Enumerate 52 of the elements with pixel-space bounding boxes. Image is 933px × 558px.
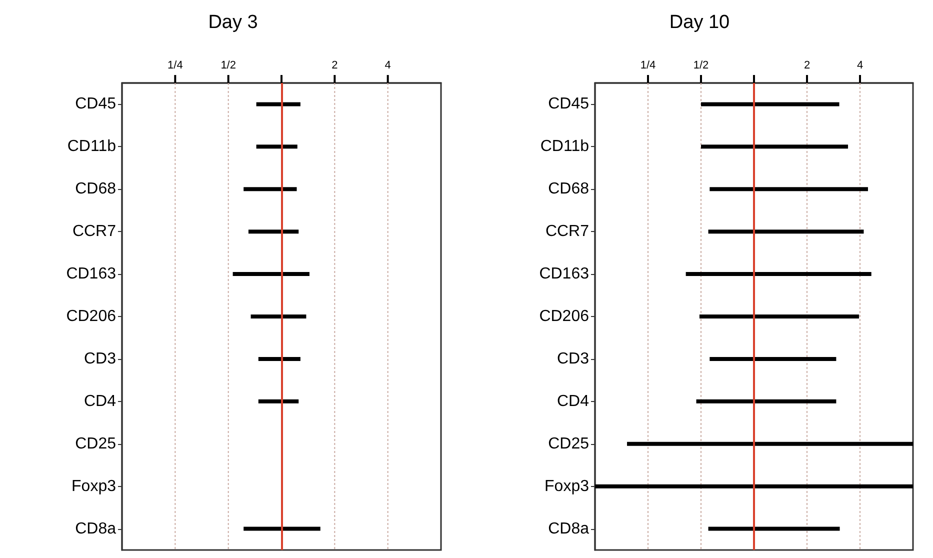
x-tick-label: 2 xyxy=(332,60,338,72)
y-tick-label: CD3 xyxy=(556,350,590,368)
bar xyxy=(708,526,840,531)
bar xyxy=(710,187,868,192)
x-tick-label: 2 xyxy=(804,60,810,72)
y-tick-label: CCR7 xyxy=(545,223,590,240)
y-tick-label: CD3 xyxy=(84,350,116,368)
y-tick-label: CCR7 xyxy=(72,223,116,240)
bar xyxy=(701,144,848,149)
y-tick-label: CD25 xyxy=(548,435,590,452)
y-tick-label: Foxp3 xyxy=(72,478,116,495)
x-tick-label: 4 xyxy=(856,60,864,72)
y-tick-label: CD4 xyxy=(556,392,590,410)
x-tick-label: 1/4 xyxy=(168,60,183,72)
x-tick-label: 1/2 xyxy=(693,60,709,72)
bar xyxy=(699,314,860,318)
bar xyxy=(250,314,306,318)
y-tick-label: CD45 xyxy=(548,96,590,113)
y-tick-label: CD206 xyxy=(66,308,116,325)
x-tick-label: 4 xyxy=(384,60,391,72)
y-tick-label: CD45 xyxy=(75,96,116,113)
bar xyxy=(708,230,864,234)
y-tick-label: CD163 xyxy=(539,266,590,283)
x-tick-label: 1/2 xyxy=(220,60,236,72)
bar xyxy=(696,399,836,404)
y-tick-label: CD68 xyxy=(75,180,116,198)
bar xyxy=(686,272,872,276)
y-tick-label: CD11b xyxy=(67,138,116,156)
bar xyxy=(258,399,299,404)
x-tick-label: 1/4 xyxy=(640,60,656,72)
bar xyxy=(244,526,320,531)
y-tick-label: Foxp3 xyxy=(544,478,590,495)
bar xyxy=(595,484,913,488)
bar xyxy=(256,144,298,149)
y-tick-label: CD8a xyxy=(75,520,116,538)
y-tick-label: CD25 xyxy=(75,435,116,452)
y-tick-label: CD163 xyxy=(66,266,116,283)
bar xyxy=(258,356,300,361)
y-tick-label: CD4 xyxy=(84,392,116,410)
bar xyxy=(248,230,299,234)
y-tick-label: CD68 xyxy=(548,180,590,198)
bar xyxy=(701,102,840,106)
chart-title: Day 10 xyxy=(669,12,730,33)
y-tick-label: CD11b xyxy=(540,138,590,156)
chart-title: Day 3 xyxy=(208,12,258,33)
bar xyxy=(256,102,300,106)
bar xyxy=(627,442,913,446)
bar xyxy=(244,187,297,192)
y-tick-label: CD8a xyxy=(548,520,590,538)
bar xyxy=(710,356,836,361)
y-tick-label: CD206 xyxy=(539,308,590,325)
bar xyxy=(232,272,310,276)
